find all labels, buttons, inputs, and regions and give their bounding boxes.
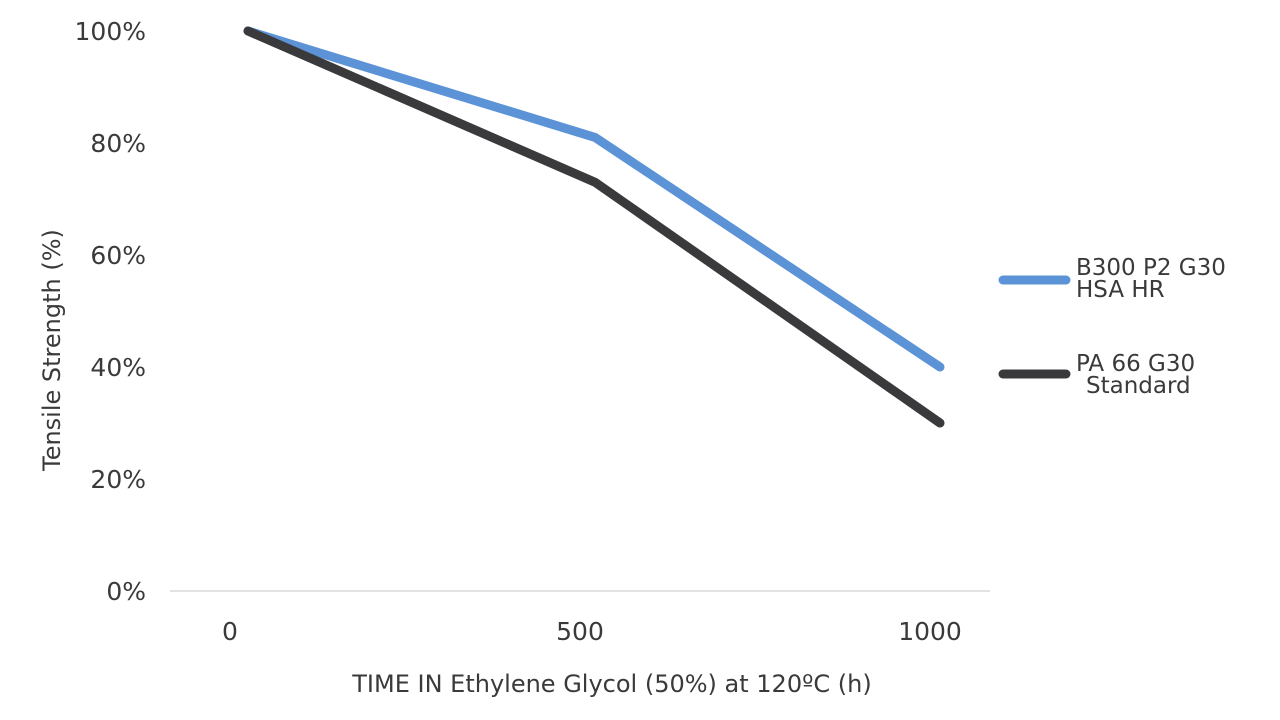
x-axis-ticks: 0 500 1000 — [222, 617, 962, 646]
legend: B300 P2 G30 HSA HR PA 66 G30 Standard — [998, 255, 1226, 399]
series-line-2 — [243, 26, 945, 428]
legend-label: B300 P2 G30 HSA HR — [1076, 255, 1226, 303]
x-tick-label: 500 — [556, 617, 604, 646]
y-tick-label: 80% — [90, 129, 146, 158]
y-axis-title: Tensile Strength (%) — [38, 229, 66, 472]
x-axis-title: TIME IN Ethylene Glycol (50%) at 120ºC (… — [351, 670, 871, 698]
series-lines — [243, 26, 945, 428]
y-tick-label: 40% — [90, 353, 146, 382]
x-tick-label: 1000 — [898, 617, 962, 646]
y-tick-label: 20% — [90, 465, 146, 494]
y-tick-label: 0% — [106, 577, 146, 606]
x-tick-label: 0 — [222, 617, 238, 646]
y-axis-ticks: 0% 20% 40% 60% 80% 100% — [75, 17, 146, 606]
series-line-1 — [243, 26, 945, 372]
legend-label: PA 66 G30 Standard — [1076, 351, 1195, 399]
y-tick-label: 100% — [75, 17, 146, 46]
y-tick-label: 60% — [90, 241, 146, 270]
